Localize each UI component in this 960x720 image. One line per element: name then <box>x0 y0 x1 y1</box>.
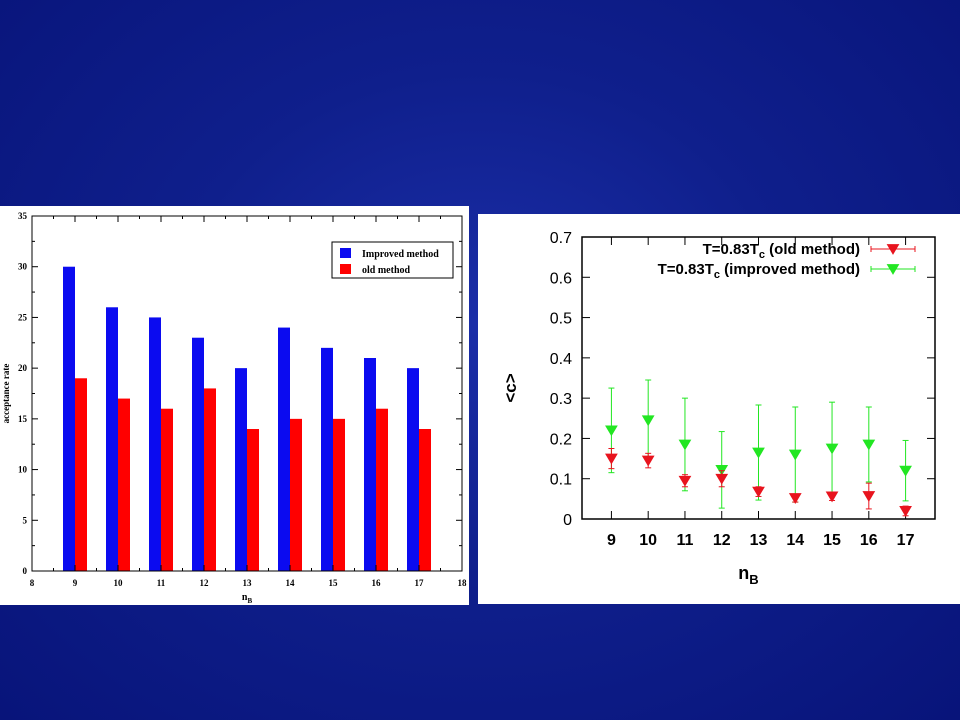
improved-bar-17 <box>407 368 419 571</box>
y-tick-label: 0.3 <box>550 391 572 408</box>
x-tick-label: 14 <box>786 532 804 549</box>
legend-label-1: T=0.83Tc (improved method) <box>658 261 860 281</box>
legend-label-sub: c <box>714 269 720 281</box>
old-point-9 <box>605 453 618 465</box>
legend-label-1: old method <box>362 265 411 276</box>
acceptance-rate-chart-panel: 0 5 10 15 20 25 30 35 8 9 10 11 12 13 14 15 16 17 18 nB acce… <box>0 206 469 605</box>
improved-point-9 <box>605 425 618 437</box>
x-tick-label: 8 <box>30 578 35 588</box>
y-tick-label: 35 <box>18 211 28 221</box>
x-tick-label: 12 <box>200 578 210 588</box>
x-axis-label-sub: B <box>749 572 758 587</box>
old-bar-15 <box>333 418 345 571</box>
y-tick-label: 25 <box>18 312 28 322</box>
x-axis-label: nB <box>738 563 758 587</box>
x-tick-label: 10 <box>114 578 124 588</box>
x-axis-label-sub: B <box>247 597 252 605</box>
old-bar-12 <box>204 388 216 571</box>
legend-box <box>331 241 454 279</box>
x-tick-label: 13 <box>750 532 768 549</box>
legend-swatch-1 <box>340 264 351 274</box>
x-tick-label: 9 <box>607 532 616 549</box>
old-bar-11 <box>161 408 173 571</box>
y-tick-label: 5 <box>23 515 28 525</box>
improved-point-16 <box>862 439 876 451</box>
old-point-16 <box>862 491 876 502</box>
old-point-10 <box>641 455 655 467</box>
improved-point-14 <box>788 449 802 461</box>
improved-bar-9 <box>63 266 75 571</box>
legend-swatch-0 <box>340 248 351 258</box>
improved-point-13 <box>752 447 765 459</box>
x-tick-label: 18 <box>458 578 468 588</box>
y-axis-label: acceptance rate <box>1 364 11 424</box>
legend-label-main: T=0.83T <box>658 261 714 278</box>
x-axis-label: nB <box>242 592 253 605</box>
old-point-12 <box>715 473 729 485</box>
x-tick-label: 9 <box>73 578 78 588</box>
old-point-15 <box>825 491 839 503</box>
c-expectation-scatter-chart: 0 0.1 0.2 0.3 0.4 0.5 0.6 0.7 9 10 11 12 13 14 15 16 17 n… <box>501 230 936 587</box>
y-tick-label: 0.5 <box>550 311 572 328</box>
y-tick-label: 0 <box>23 566 28 576</box>
improved-point-11 <box>678 439 692 451</box>
old-bar-17 <box>419 429 431 571</box>
y-axis-label: <c> <box>501 373 520 402</box>
x-tick-label: 12 <box>713 532 731 549</box>
improved-point-17 <box>899 465 912 477</box>
x-axis-label-main: n <box>738 563 749 583</box>
improved-point-15 <box>825 443 839 455</box>
x-tick-label: 11 <box>157 578 166 588</box>
old-point-17 <box>899 506 912 517</box>
x-tick-label: 11 <box>676 532 693 549</box>
x-tick-label: 16 <box>372 578 382 588</box>
x-axis-label-main: n <box>242 592 248 603</box>
old-point-14 <box>788 493 802 504</box>
old-bar-14 <box>290 418 302 571</box>
y-tick-label: 30 <box>18 262 28 272</box>
x-tick-label: 13 <box>243 578 253 588</box>
old-point-11 <box>678 475 692 487</box>
improved-point-10 <box>641 415 655 427</box>
legend-label-suffix: (old method) <box>765 241 860 258</box>
improved-bar-11 <box>149 317 161 571</box>
x-tick-label: 15 <box>329 578 339 588</box>
x-tick-label: 16 <box>860 532 878 549</box>
improved-bar-14 <box>278 327 290 571</box>
improved-bar-16 <box>364 358 376 571</box>
y-tick-label: 0 <box>563 512 572 529</box>
legend-label-suffix: (improved method) <box>720 261 860 278</box>
c-expectation-chart-panel: 0 0.1 0.2 0.3 0.4 0.5 0.6 0.7 9 10 11 12 13 14 15 16 17 n… <box>478 214 960 604</box>
old-bar-16 <box>376 408 388 571</box>
x-tick-label: 10 <box>639 532 657 549</box>
old-bar-9 <box>75 378 87 571</box>
y-tick-label: 0.2 <box>550 431 572 448</box>
improved-bar-13 <box>235 368 247 571</box>
y-tick-label: 0.6 <box>550 270 572 287</box>
x-tick-label: 17 <box>415 578 425 588</box>
y-tick-label: 15 <box>18 414 28 424</box>
y-tick-label: 10 <box>18 465 28 475</box>
old-point-13 <box>752 486 765 498</box>
y-tick-label: 20 <box>18 363 28 373</box>
x-tick-label: 15 <box>823 532 841 549</box>
x-tick-label: 17 <box>897 532 915 549</box>
y-tick-label: 0.4 <box>550 351 572 368</box>
legend-marker-0 <box>886 244 900 255</box>
y-tick-label: 0.1 <box>550 472 572 489</box>
improved-bar-12 <box>192 337 204 571</box>
old-bar-13 <box>247 429 259 571</box>
x-tick-label: 14 <box>286 578 296 588</box>
legend-label-0: Improved method <box>362 249 439 260</box>
improved-bar-10 <box>106 307 118 571</box>
improved-point-12 <box>715 464 729 476</box>
legend-label-sub: c <box>759 249 765 261</box>
improved-bar-15 <box>321 347 333 571</box>
legend-label-0: T=0.83Tc (old method) <box>703 241 860 261</box>
legend-label-main: T=0.83T <box>703 241 759 258</box>
old-bar-10 <box>118 398 130 571</box>
y-tick-label: 0.7 <box>550 230 572 247</box>
legend-marker-1 <box>886 264 900 275</box>
